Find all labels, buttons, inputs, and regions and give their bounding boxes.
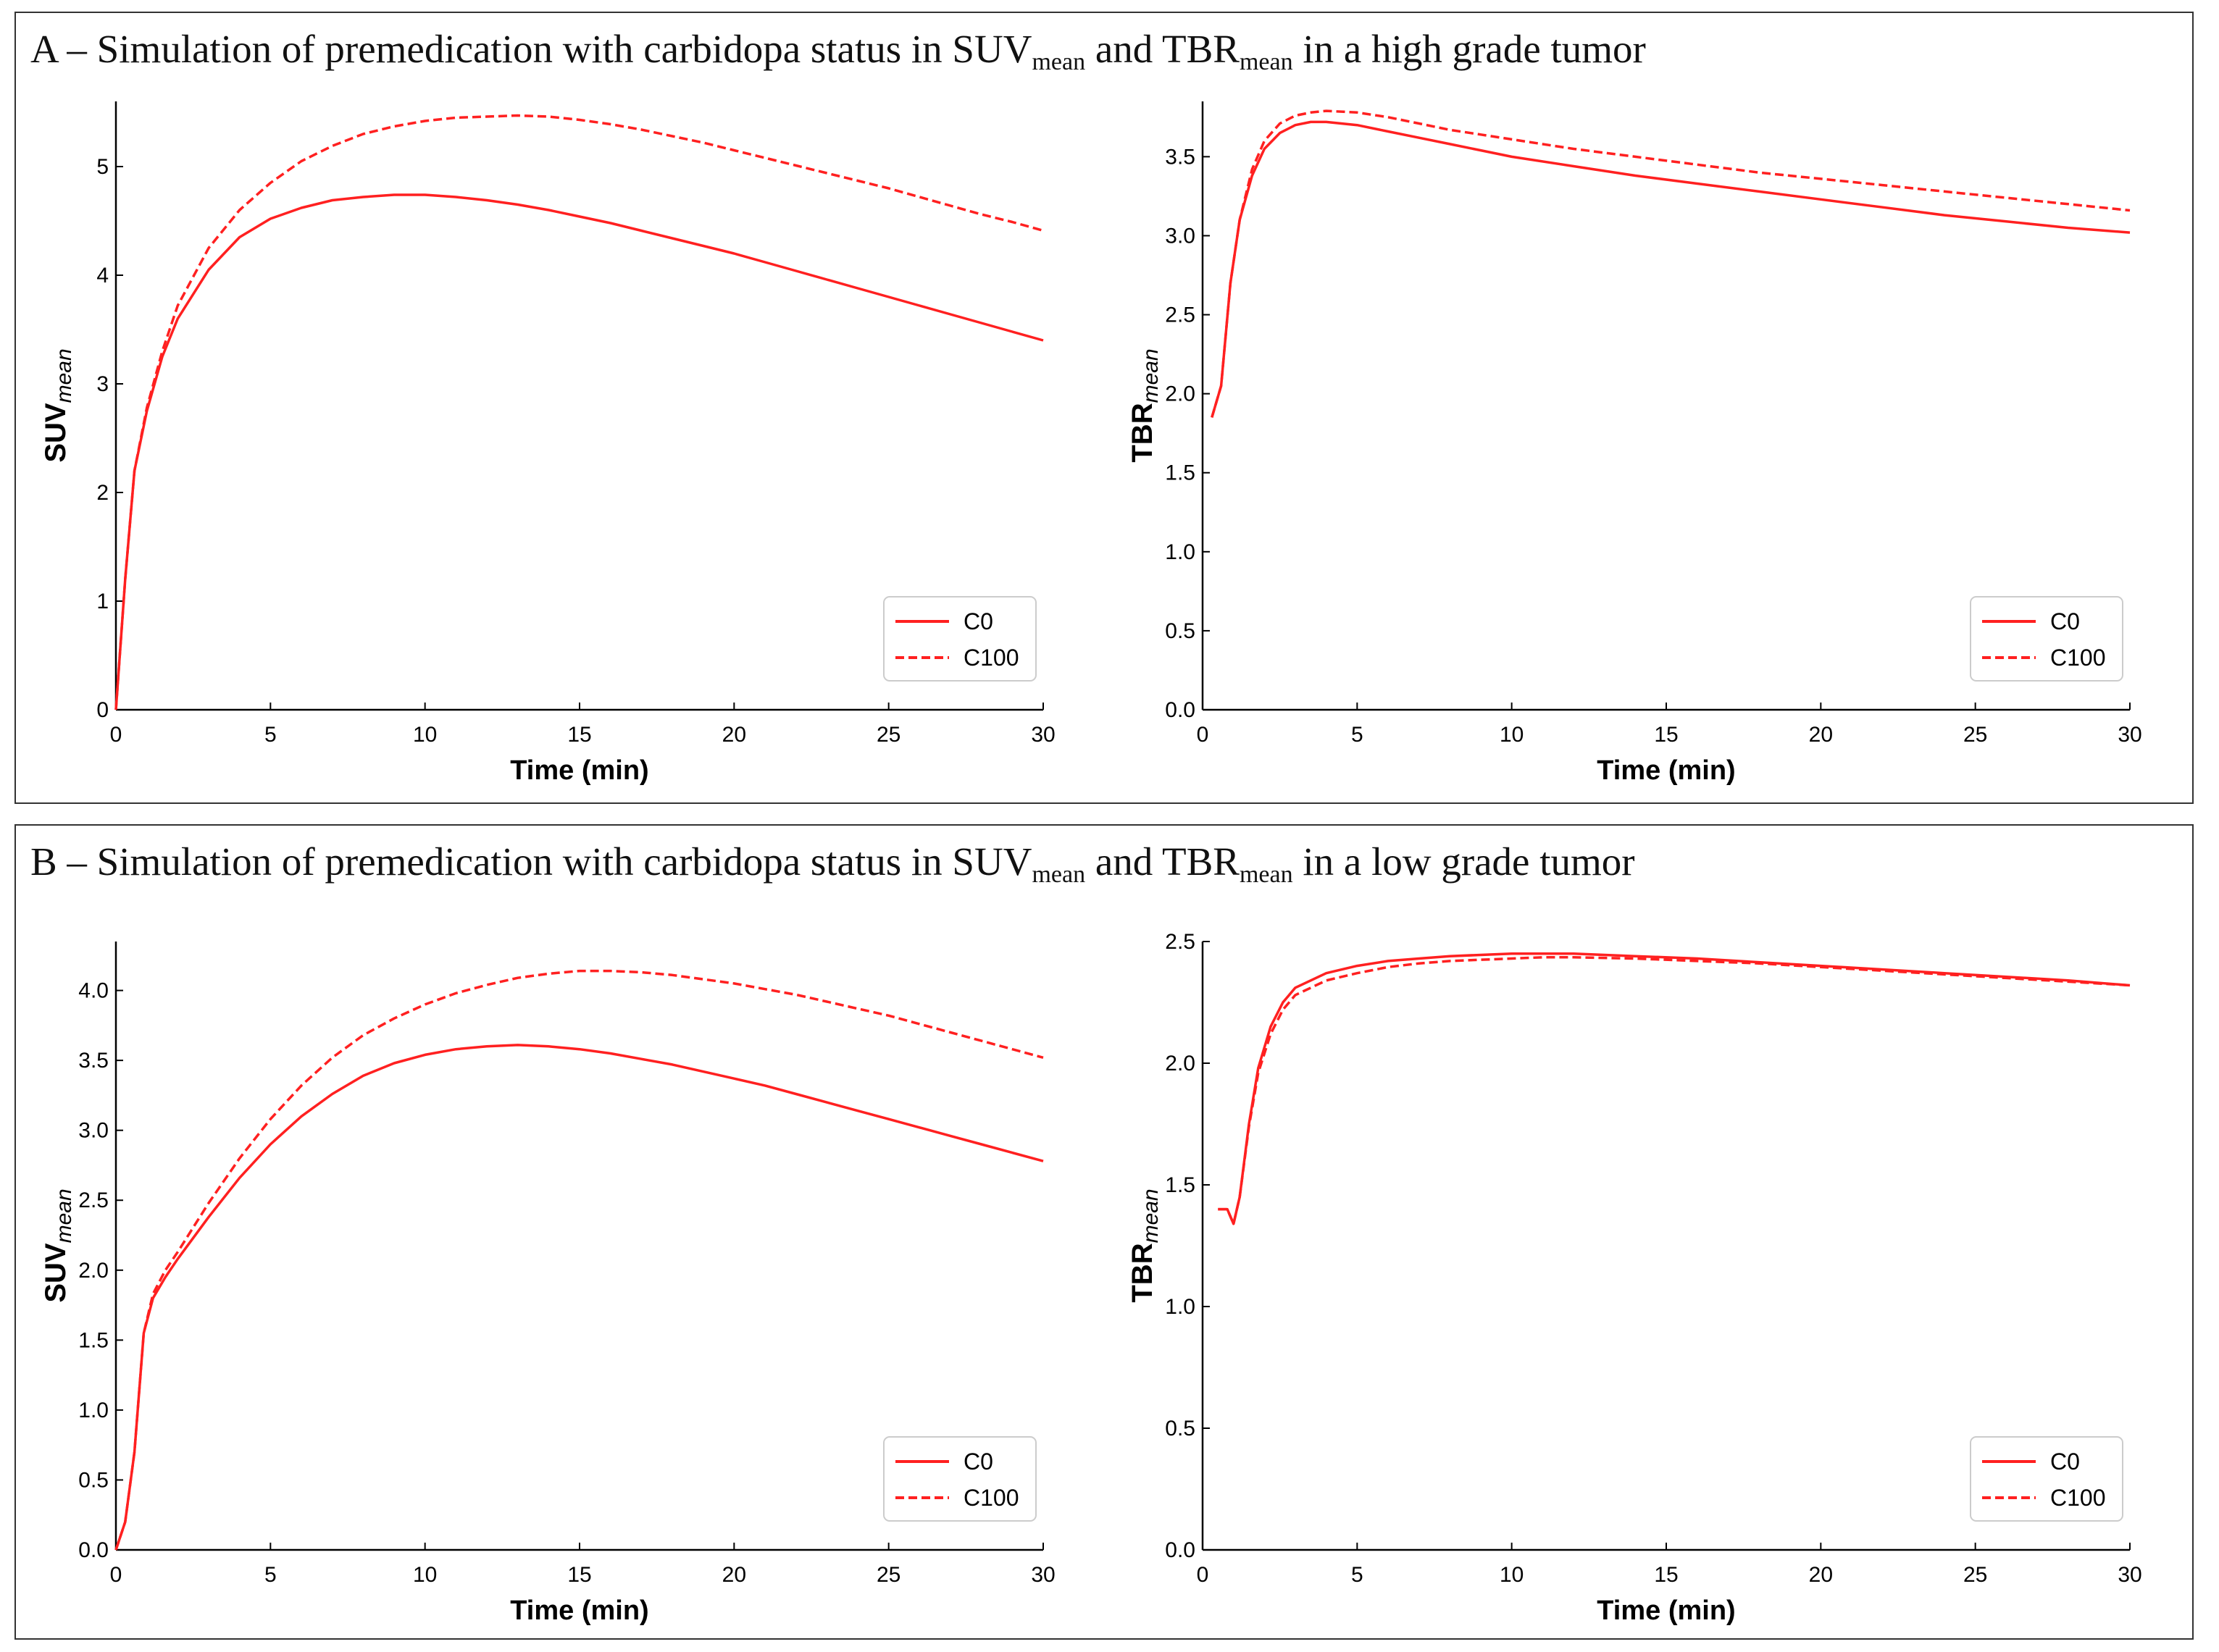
x-tick-label: 30 — [1031, 1563, 1055, 1587]
x-tick-label: 25 — [1963, 723, 1987, 747]
x-axis-label: Time (min) — [510, 1596, 648, 1626]
x-tick-label: 25 — [877, 1563, 900, 1587]
x-tick-label: 20 — [722, 1563, 746, 1587]
legend-label-c0: C0 — [2050, 608, 2080, 634]
y-tick-label: 0 — [96, 698, 109, 722]
y-tick-label: 5 — [96, 155, 109, 179]
x-tick-label: 15 — [1654, 723, 1678, 747]
y-tick-label: 0.0 — [1165, 1538, 1195, 1562]
x-tick-label: 5 — [264, 1563, 277, 1587]
series-line-c100 — [114, 114, 1044, 710]
series-line-c0 — [114, 1044, 1044, 1551]
x-tick-label: 0 — [1197, 1563, 1209, 1587]
legend-label-c0: C0 — [964, 608, 993, 634]
y-tick-label: 1 — [96, 590, 109, 613]
y-tick-label: 3.5 — [78, 1049, 109, 1073]
x-tick-label: 30 — [2118, 1563, 2141, 1587]
x-axis-label: Time (min) — [1597, 755, 1735, 786]
series-line-c0 — [114, 193, 1044, 710]
x-tick-label: 15 — [567, 723, 591, 747]
x-tick-label: 15 — [567, 1563, 591, 1587]
series-line-c100 — [1218, 956, 2131, 1225]
y-tick-label: 3 — [96, 372, 109, 396]
y-tick-label: 3.0 — [1165, 224, 1195, 248]
series-line-c0 — [1218, 952, 2131, 1225]
x-tick-label: 5 — [1351, 1563, 1363, 1587]
x-tick-label: 20 — [1809, 1563, 1833, 1587]
legend-box — [1970, 1436, 2123, 1522]
x-axis-label: Time (min) — [1597, 1596, 1735, 1626]
y-tick-label: 1.0 — [1165, 1295, 1195, 1319]
series-line-c100 — [1211, 109, 2131, 418]
y-tick-label: 2.5 — [1165, 303, 1195, 327]
x-tick-label: 30 — [2118, 723, 2141, 747]
y-axis-label: TBRmean — [1127, 348, 1163, 462]
y-tick-label: 2 — [96, 481, 109, 505]
legend-label-c100: C100 — [964, 645, 1019, 671]
chart-a-tbr: 0 5 10 15 20 25 30 0.0 0.5 1.0 1.5 2.0 2.5 3.0 3.5 Time… — [1127, 101, 2142, 786]
series-line-c100 — [114, 969, 1044, 1551]
x-tick-label: 20 — [1809, 723, 1833, 747]
x-tick-label: 30 — [1031, 723, 1055, 747]
y-tick-label: 2.5 — [1165, 930, 1195, 954]
y-tick-label: 2.0 — [1165, 1052, 1195, 1076]
y-tick-label: 0.0 — [78, 1538, 109, 1562]
y-tick-label: 1.5 — [1165, 1173, 1195, 1197]
y-tick-label: 0.5 — [1165, 619, 1195, 643]
x-tick-label: 5 — [1351, 723, 1363, 747]
x-tick-label: 5 — [264, 723, 277, 747]
x-tick-label: 0 — [1197, 723, 1209, 747]
legend-label-c0: C0 — [2050, 1448, 2080, 1475]
y-tick-label: 0.5 — [1165, 1417, 1195, 1441]
legend-box — [1970, 596, 2123, 682]
panel-b-title: B – Simulation of premedication with car… — [30, 839, 1635, 888]
legend-label-c0: C0 — [964, 1448, 993, 1475]
legend-label-c100: C100 — [2050, 1485, 2106, 1511]
x-tick-label: 10 — [1500, 723, 1524, 747]
x-tick-label: 0 — [110, 723, 122, 747]
legend-label-c100: C100 — [964, 1485, 1019, 1511]
y-tick-label: 1.5 — [78, 1328, 109, 1352]
panel-a-title: A – Simulation of premedication with car… — [30, 27, 1646, 75]
y-tick-label: 1.5 — [1165, 461, 1195, 485]
x-tick-label: 15 — [1654, 1563, 1678, 1587]
chart-a-suv: 0 5 10 15 20 25 30 0 1 2 3 4 5 Time (min) SUVmean C0 C10… — [40, 101, 1056, 786]
y-tick-label: 4 — [96, 264, 109, 288]
legend-label-c100: C100 — [2050, 645, 2106, 671]
y-tick-label: 2.5 — [78, 1188, 109, 1212]
chart-b-suv: 0 5 10 15 20 25 30 0.0 0.5 1.0 1.5 2.0 2.5 3.0 3.5 4.0 T… — [40, 942, 1056, 1626]
y-axis-label: SUVmean — [40, 348, 76, 462]
y-tick-label: 0.0 — [1165, 698, 1195, 722]
y-tick-label: 2.0 — [78, 1259, 109, 1283]
x-tick-label: 20 — [722, 723, 746, 747]
y-tick-label: 0.5 — [78, 1468, 109, 1492]
x-axis-label: Time (min) — [510, 755, 648, 786]
panel-b: B – Simulation of premedication with car… — [14, 824, 2194, 1640]
y-axis-label: SUVmean — [40, 1188, 76, 1302]
legend-box — [883, 596, 1037, 682]
y-axis-label: TBRmean — [1127, 1188, 1163, 1302]
y-tick-label: 1.0 — [1165, 540, 1195, 564]
y-tick-label: 2.0 — [1165, 382, 1195, 406]
y-tick-label: 1.0 — [78, 1399, 109, 1422]
x-tick-label: 25 — [1963, 1563, 1987, 1587]
x-tick-label: 10 — [413, 1563, 437, 1587]
x-tick-label: 0 — [110, 1563, 122, 1587]
series-line-c0 — [1211, 120, 2131, 418]
legend-box — [883, 1436, 1037, 1522]
x-tick-label: 25 — [877, 723, 900, 747]
panel-a: A – Simulation of premedication with car… — [14, 12, 2194, 804]
y-tick-label: 4.0 — [78, 979, 109, 1003]
x-tick-label: 10 — [413, 723, 437, 747]
y-tick-label: 3.5 — [1165, 145, 1195, 169]
y-tick-label: 3.0 — [78, 1119, 109, 1143]
chart-b-tbr: 0 5 10 15 20 25 30 0.0 0.5 1.0 1.5 2.0 2.5 Time (min)… — [1127, 930, 2142, 1626]
x-tick-label: 10 — [1500, 1563, 1524, 1587]
